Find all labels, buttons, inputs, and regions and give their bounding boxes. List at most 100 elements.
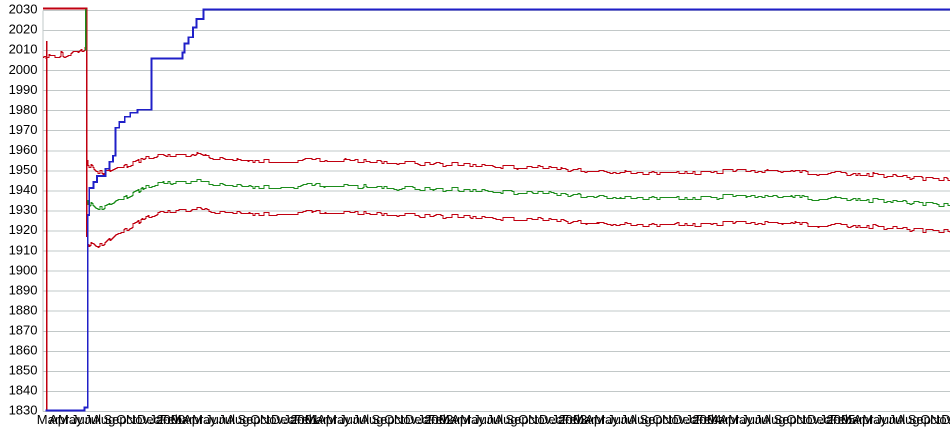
svg-text:May: May	[58, 412, 83, 427]
svg-text:Jun: Jun	[875, 412, 896, 427]
svg-text:1940: 1940	[9, 182, 38, 197]
svg-text:2002: 2002	[424, 412, 453, 427]
svg-text:Dec: Dec	[807, 412, 831, 427]
svg-text:Apr: Apr	[317, 412, 338, 427]
svg-text:Jul: Jul	[755, 412, 772, 427]
svg-text:Nov: Nov	[796, 412, 820, 427]
svg-text:Jun: Jun	[473, 412, 494, 427]
svg-text:Dec: Dec	[137, 412, 161, 427]
svg-text:Oct: Oct	[652, 412, 673, 427]
svg-text:1880: 1880	[9, 302, 38, 317]
svg-text:Nov: Nov	[662, 412, 686, 427]
svg-text:Jan: Jan	[149, 412, 170, 427]
svg-text:Aug: Aug	[897, 412, 920, 427]
svg-text:1960: 1960	[9, 142, 38, 157]
svg-text:1970: 1970	[9, 122, 38, 137]
svg-text:Jan: Jan	[417, 412, 438, 427]
svg-text:Dec: Dec	[941, 412, 950, 427]
svg-text:1980: 1980	[9, 102, 38, 117]
svg-text:1990: 1990	[9, 82, 38, 97]
svg-text:Jun: Jun	[205, 412, 226, 427]
svg-text:Apr: Apr	[585, 412, 606, 427]
svg-text:Feb: Feb	[428, 412, 450, 427]
svg-text:Mar: Mar	[171, 412, 194, 427]
svg-text:Mar: Mar	[37, 412, 60, 427]
svg-text:Oct: Oct	[116, 412, 137, 427]
svg-text:1950: 1950	[9, 162, 38, 177]
svg-text:May: May	[460, 412, 485, 427]
svg-text:Oct: Oct	[518, 412, 539, 427]
svg-text:Dec: Dec	[539, 412, 563, 427]
svg-text:Jun: Jun	[607, 412, 628, 427]
svg-text:1920: 1920	[9, 222, 38, 237]
svg-text:May: May	[728, 412, 753, 427]
svg-text:2001: 2001	[290, 412, 319, 427]
svg-text:2005: 2005	[827, 412, 856, 427]
svg-text:1850: 1850	[9, 363, 38, 378]
svg-text:Jan: Jan	[685, 412, 706, 427]
svg-text:Aug: Aug	[226, 412, 249, 427]
svg-text:Mar: Mar	[439, 412, 462, 427]
svg-text:Feb: Feb	[294, 412, 316, 427]
svg-text:2000: 2000	[156, 412, 185, 427]
svg-text:2004: 2004	[693, 412, 722, 427]
svg-text:Sep: Sep	[103, 412, 126, 427]
svg-text:Jan: Jan	[283, 412, 304, 427]
svg-text:Feb: Feb	[160, 412, 182, 427]
svg-text:Dec: Dec	[673, 412, 697, 427]
svg-text:1930: 1930	[9, 202, 38, 217]
svg-text:Mar: Mar	[573, 412, 596, 427]
svg-text:1910: 1910	[9, 242, 38, 257]
svg-text:May: May	[192, 412, 217, 427]
svg-text:Nov: Nov	[528, 412, 552, 427]
svg-text:Feb: Feb	[562, 412, 584, 427]
svg-text:Jul: Jul	[620, 412, 637, 427]
svg-text:Aug: Aug	[92, 412, 115, 427]
svg-text:May: May	[326, 412, 351, 427]
svg-text:Apr: Apr	[451, 412, 472, 427]
svg-text:Dec: Dec	[405, 412, 429, 427]
svg-text:2020: 2020	[9, 22, 38, 37]
svg-text:Apr: Apr	[49, 412, 70, 427]
svg-text:Jun: Jun	[741, 412, 762, 427]
svg-text:Apr: Apr	[719, 412, 740, 427]
svg-text:Jul: Jul	[889, 412, 906, 427]
svg-text:1830: 1830	[9, 403, 38, 418]
svg-text:Feb: Feb	[696, 412, 718, 427]
svg-text:Sep: Sep	[238, 412, 261, 427]
svg-text:2000: 2000	[9, 62, 38, 77]
svg-text:Jun: Jun	[339, 412, 360, 427]
svg-text:1900: 1900	[9, 262, 38, 277]
svg-text:May: May	[594, 412, 619, 427]
svg-text:2030: 2030	[9, 2, 38, 17]
svg-text:Jul: Jul	[84, 412, 101, 427]
svg-text:Jul: Jul	[486, 412, 503, 427]
svg-text:Oct: Oct	[250, 412, 271, 427]
svg-text:Apr: Apr	[183, 412, 204, 427]
svg-text:Apr: Apr	[853, 412, 874, 427]
svg-text:Jul: Jul	[352, 412, 369, 427]
svg-text:Jan: Jan	[819, 412, 840, 427]
svg-text:Jun: Jun	[71, 412, 92, 427]
svg-text:Nov: Nov	[394, 412, 418, 427]
svg-text:Mar: Mar	[305, 412, 328, 427]
svg-text:1870: 1870	[9, 323, 38, 338]
svg-text:Aug: Aug	[360, 412, 383, 427]
svg-text:1860: 1860	[9, 343, 38, 358]
svg-text:2010: 2010	[9, 42, 38, 57]
svg-text:Feb: Feb	[830, 412, 852, 427]
svg-text:Oct: Oct	[786, 412, 807, 427]
svg-text:Sep: Sep	[774, 412, 797, 427]
svg-text:2003: 2003	[558, 412, 587, 427]
svg-text:Sep: Sep	[506, 412, 529, 427]
svg-text:May: May	[862, 412, 887, 427]
svg-text:Jul: Jul	[218, 412, 235, 427]
svg-text:Oct: Oct	[920, 412, 941, 427]
svg-text:Mar: Mar	[707, 412, 730, 427]
svg-text:Mar: Mar	[841, 412, 864, 427]
svg-text:Nov: Nov	[260, 412, 284, 427]
svg-text:Sep: Sep	[640, 412, 663, 427]
svg-text:1840: 1840	[9, 383, 38, 398]
svg-text:Nov: Nov	[930, 412, 950, 427]
svg-text:Aug: Aug	[494, 412, 517, 427]
